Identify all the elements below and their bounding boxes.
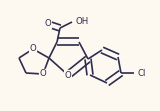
Text: O: O: [65, 70, 71, 79]
Text: O: O: [45, 20, 51, 29]
Text: O: O: [40, 69, 46, 78]
Text: OH: OH: [76, 18, 89, 27]
Text: O: O: [30, 45, 36, 54]
Text: Cl: Cl: [137, 68, 145, 77]
